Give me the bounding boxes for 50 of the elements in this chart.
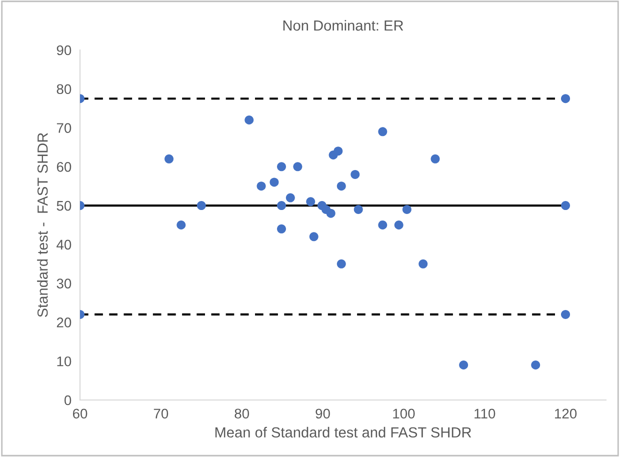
point [286,193,295,202]
point [256,182,266,191]
point [309,232,318,242]
point [293,162,302,172]
point [196,201,206,210]
x-tick-label: 70 [154,408,168,419]
x-axis-title: Mean of Standard test and FAST SHDR [215,426,472,438]
y-tick-label: 90 [56,45,72,56]
y-tick-label: 50 [56,200,72,211]
point [244,116,254,124]
point [176,220,186,230]
point [306,197,316,206]
x-tick-label: 90 [316,408,330,419]
point [561,310,570,319]
point [164,154,174,164]
y-tick-label: 40 [56,240,72,250]
point [350,170,360,179]
point [430,154,440,164]
point [354,204,363,214]
y-tick-label: 0 [64,395,72,406]
y-tick-label: 10 [57,356,72,366]
point [334,146,343,156]
point [378,127,388,136]
point [336,182,346,191]
y-tick-label: 80 [56,84,72,94]
y-tick-label: 70 [56,123,72,133]
point [561,94,570,104]
y-tick-label: 60 [56,162,72,172]
point [277,162,286,172]
point [336,259,346,268]
x-tick-label: 60 [72,408,88,419]
point [459,360,468,370]
point [418,259,428,268]
point [402,204,412,214]
point [561,201,570,210]
y-axis-title: Standard test - FAST SHDR [37,133,48,318]
point [326,208,336,218]
y-tick-label: 20 [56,318,72,328]
point [378,220,388,230]
chart-title: Non Dominant: ER [283,20,404,31]
point [531,360,540,370]
point [277,201,286,210]
x-tick-label: 110 [474,408,496,419]
x-tick-label: 80 [234,408,250,419]
point [394,220,404,230]
x-tick-label: 120 [555,408,577,419]
point [277,224,286,234]
y-tick-label: 30 [56,278,72,289]
point [270,178,279,187]
x-tick-label: 100 [393,408,415,419]
